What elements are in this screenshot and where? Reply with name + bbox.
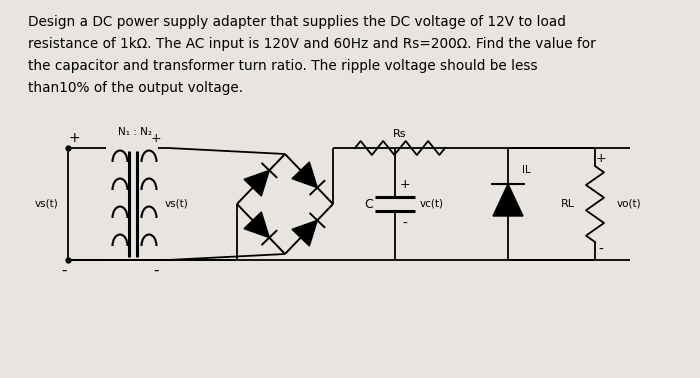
Text: vs(t): vs(t) <box>34 199 58 209</box>
Text: +: + <box>68 131 80 145</box>
Text: vo(t): vo(t) <box>617 199 642 209</box>
Text: vc(t): vc(t) <box>420 199 444 209</box>
Polygon shape <box>244 170 270 196</box>
Text: -: - <box>62 262 66 277</box>
Text: -: - <box>598 243 603 257</box>
Text: -: - <box>153 262 159 277</box>
Text: +: + <box>400 178 410 191</box>
Text: N₁ : N₂: N₁ : N₂ <box>118 127 151 137</box>
Text: vs(t): vs(t) <box>165 199 189 209</box>
Polygon shape <box>292 162 317 187</box>
Polygon shape <box>493 184 523 216</box>
Text: IL: IL <box>522 165 531 175</box>
Text: +: + <box>596 152 606 164</box>
Text: C: C <box>365 197 373 211</box>
Text: Design a DC power supply adapter that supplies the DC voltage of 12V to load: Design a DC power supply adapter that su… <box>28 15 566 29</box>
Text: resistance of 1kΩ. The AC input is 120V and 60Hz and Rs=200Ω. Find the value for: resistance of 1kΩ. The AC input is 120V … <box>28 37 596 51</box>
Polygon shape <box>292 220 317 246</box>
Text: +: + <box>150 133 161 146</box>
Text: -: - <box>402 217 407 231</box>
Text: Rs: Rs <box>393 129 407 139</box>
Polygon shape <box>244 212 270 238</box>
Text: than10% of the output voltage.: than10% of the output voltage. <box>28 81 243 95</box>
Text: RL: RL <box>561 199 575 209</box>
Text: the capacitor and transformer turn ratio. The ripple voltage should be less: the capacitor and transformer turn ratio… <box>28 59 538 73</box>
